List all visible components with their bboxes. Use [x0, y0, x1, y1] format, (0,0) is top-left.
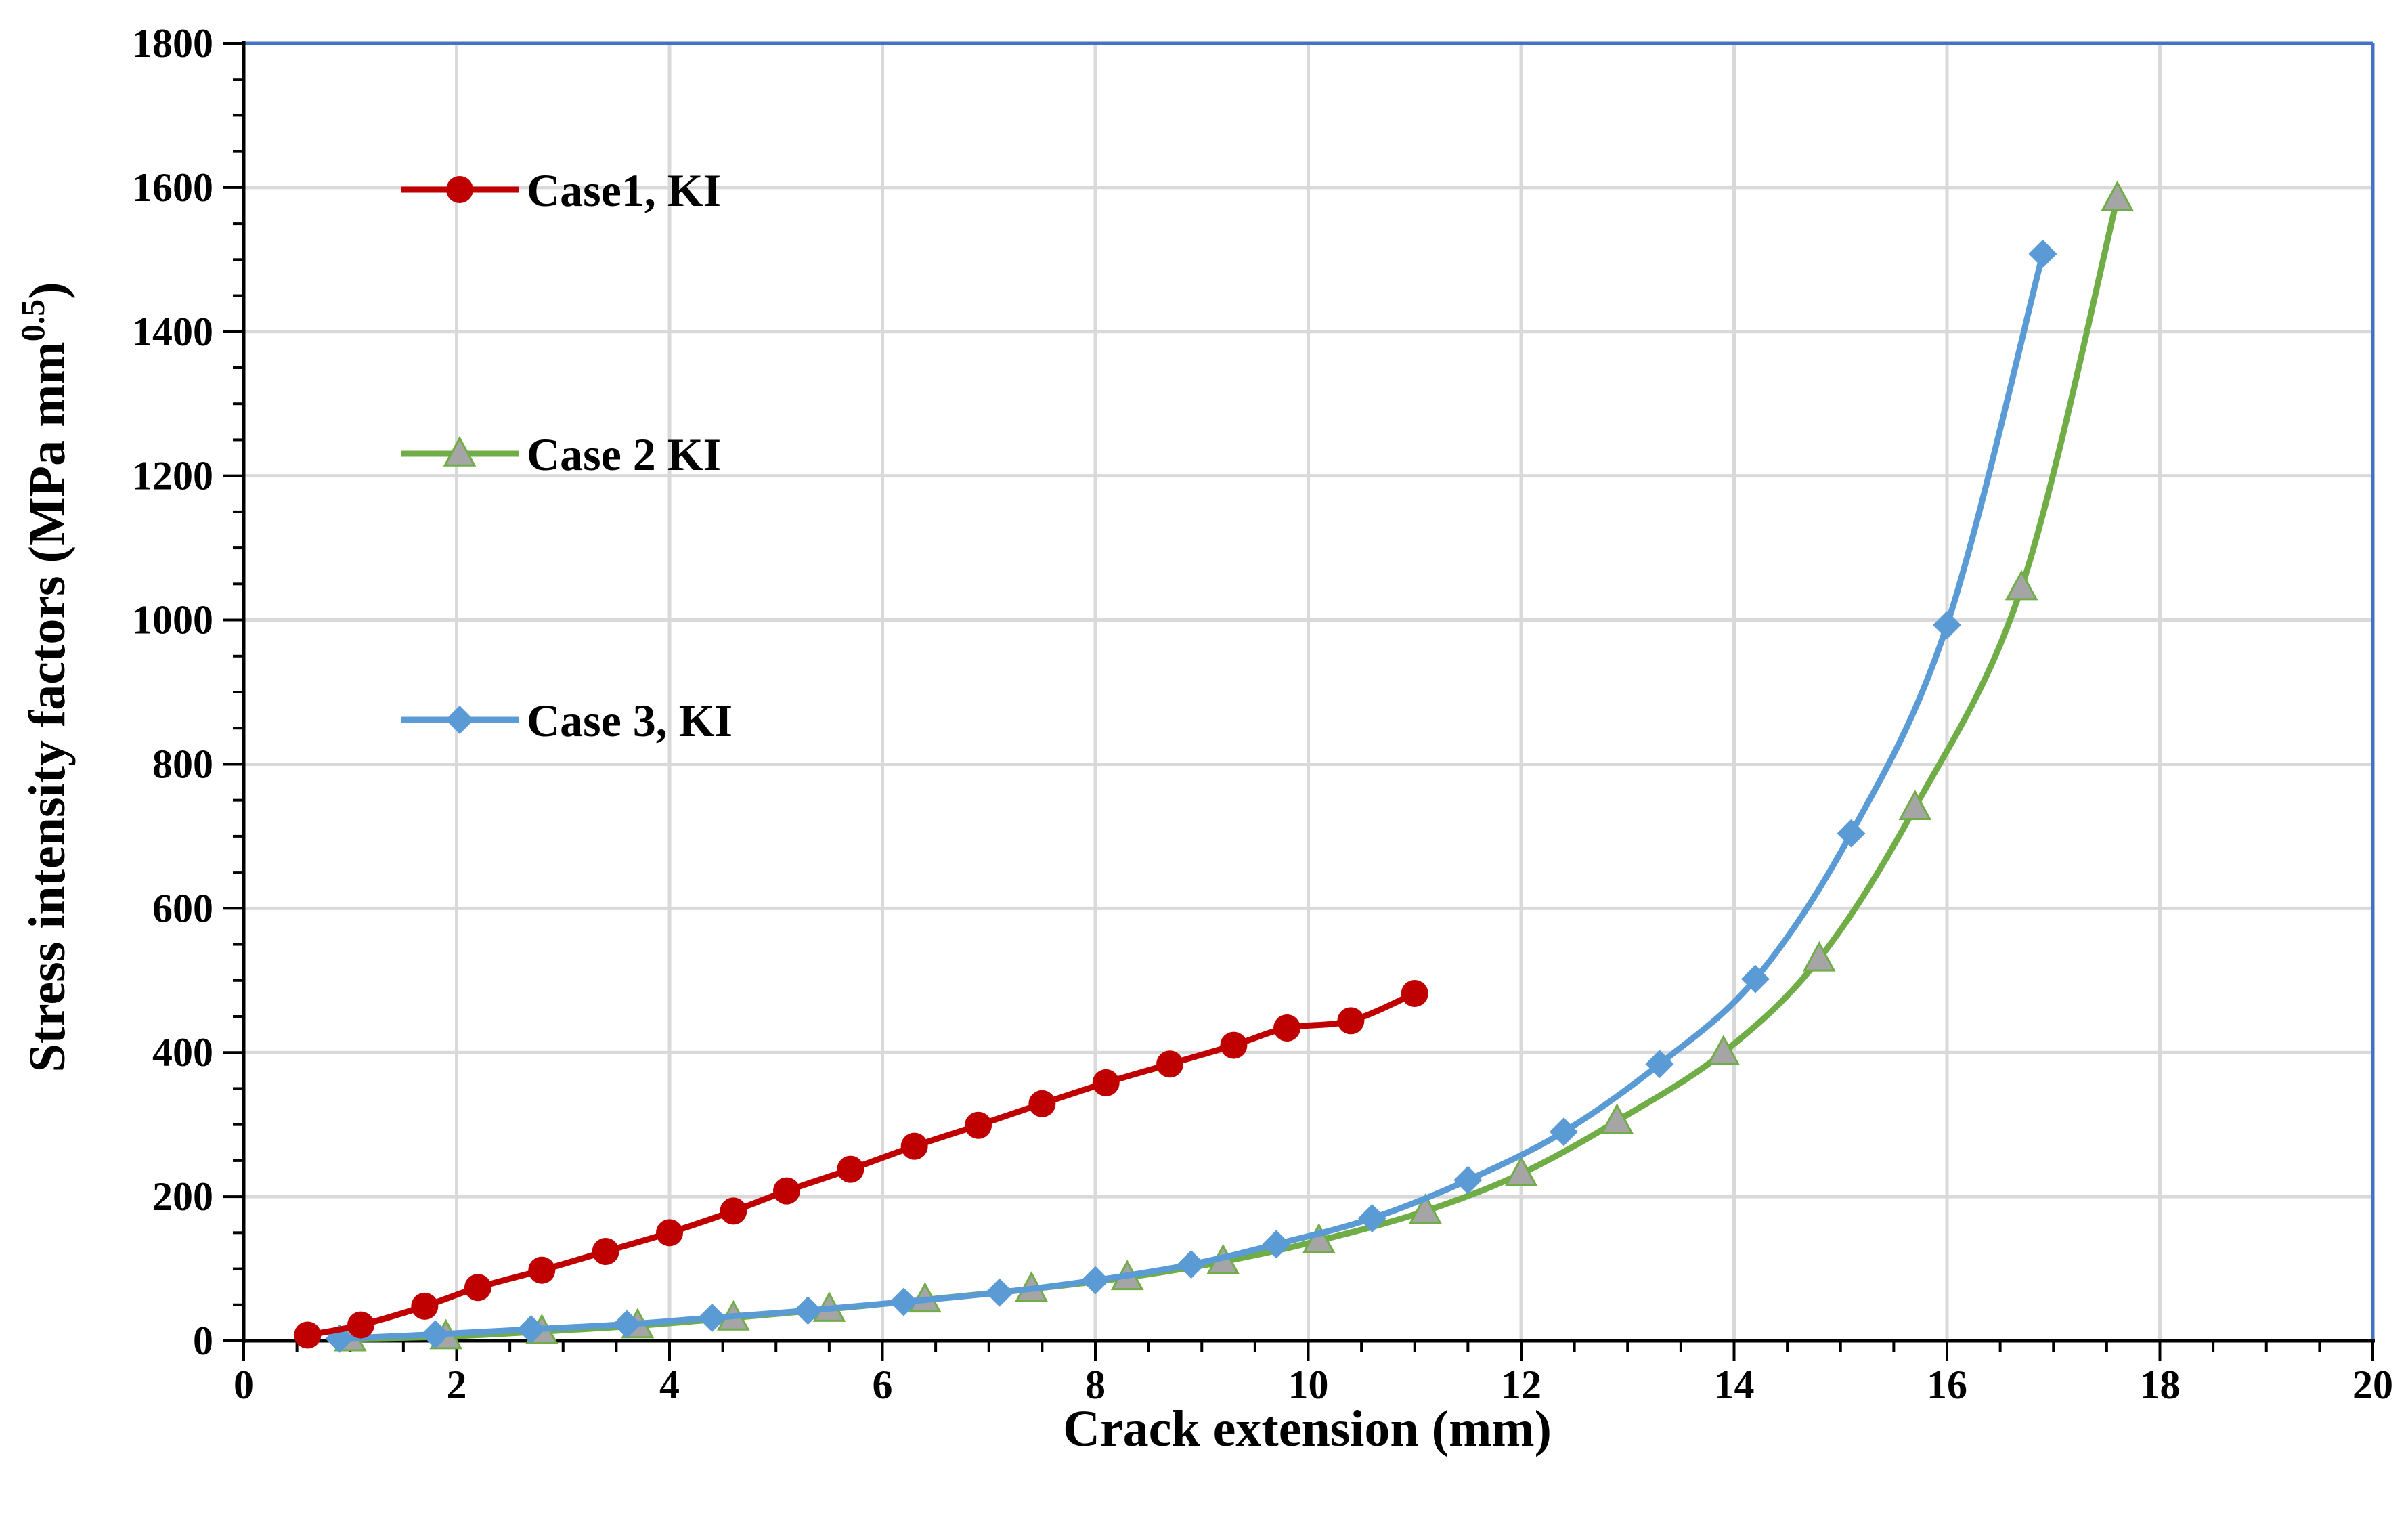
legend-entry-2: Case 2 KI: [401, 429, 721, 480]
series-1-point: [1337, 1007, 1365, 1035]
series-1: [294, 979, 1428, 1349]
series-2-point: [1898, 790, 1932, 821]
y-tick-label: 1200: [132, 454, 213, 498]
x-tick-label: 12: [1501, 1363, 1541, 1407]
series-1-point: [1028, 1090, 1056, 1117]
series-1-point: [294, 1321, 322, 1349]
y-tick-label: 200: [152, 1174, 213, 1219]
x-tick-label: 16: [1927, 1363, 1967, 1407]
series-2-point: [1802, 941, 1836, 972]
series-3-point: [1933, 611, 1961, 640]
series-1-point: [464, 1274, 491, 1302]
series-1-point: [411, 1292, 439, 1320]
x-tick-label: 6: [873, 1363, 893, 1407]
y-tick-label: 400: [152, 1030, 213, 1075]
series-1-point: [1401, 979, 1428, 1007]
series-1-point: [772, 1177, 800, 1205]
series-3-point: [889, 1287, 918, 1316]
series-1-point: [592, 1238, 619, 1266]
x-tick-label: 2: [447, 1363, 467, 1407]
legend-swatch-marker: [443, 435, 477, 467]
x-tick-label: 18: [2140, 1363, 2181, 1407]
x-tick-label: 20: [2352, 1363, 2393, 1407]
series-1-point: [1156, 1050, 1184, 1078]
legend-swatch-marker: [445, 706, 474, 734]
y-tick-label: 1000: [132, 598, 213, 643]
y-axis-label-main: Stress intensity factors (MPa mm: [19, 341, 76, 1072]
series-3-point: [517, 1314, 546, 1344]
series-3-point: [1453, 1165, 1483, 1195]
series-1-point: [1092, 1069, 1120, 1096]
series-2-point: [1707, 1035, 1741, 1065]
legend-label: Case1, KI: [527, 165, 721, 216]
series-1-point: [1273, 1014, 1301, 1042]
legend-label: Case 3, KI: [527, 695, 732, 746]
axes: 0 2 4 6 8 10 12 14 16 18 2002004006008001000120014…: [132, 21, 2393, 1407]
y-tick-label: 1600: [132, 165, 213, 210]
series-3-point: [421, 1320, 450, 1349]
y-axis-label-close: ): [19, 282, 76, 299]
series-1-point: [528, 1256, 556, 1284]
series-1-point: [837, 1155, 864, 1183]
series-1-point: [965, 1111, 992, 1139]
legend-entry-1: Case1, KI: [401, 165, 721, 216]
x-tick-label: 14: [1714, 1363, 1755, 1407]
series-3-point: [2028, 239, 2057, 268]
series: [294, 180, 2134, 1353]
series-1-point: [1220, 1031, 1248, 1059]
series-3-point: [985, 1278, 1014, 1307]
series-2-point: [1600, 1103, 1634, 1134]
legend-label: Case 2 KI: [527, 429, 721, 480]
series-3-point: [1741, 964, 1770, 993]
series-3-point: [697, 1303, 726, 1332]
series-3-point: [1357, 1204, 1386, 1233]
x-tick-label: 10: [1288, 1363, 1329, 1407]
series-1-point: [900, 1132, 928, 1160]
series-2-point: [2005, 570, 2038, 601]
series-3-point: [613, 1310, 642, 1339]
y-tick-label: 1400: [132, 309, 213, 354]
x-tick-label: 0: [234, 1363, 254, 1407]
y-axis-label-superscript: 0.5: [14, 299, 51, 342]
series-3-point: [1645, 1050, 1674, 1079]
y-tick-label: 800: [152, 742, 213, 786]
x-tick-label: 8: [1085, 1363, 1106, 1407]
series-1-point: [656, 1219, 683, 1247]
series-1-point: [720, 1197, 747, 1225]
series-3-point: [1262, 1230, 1291, 1259]
series-2-point: [1302, 1222, 1336, 1253]
y-tick-label: 600: [152, 886, 213, 930]
series-3-point: [1837, 819, 1866, 848]
series-2-point: [1409, 1193, 1442, 1224]
series-2-point: [2101, 180, 2134, 211]
legend: Case1, KI Case 2 KI Case 3, KI: [401, 165, 732, 746]
y-tick-label: 0: [193, 1318, 213, 1363]
series-3-point: [1081, 1266, 1110, 1295]
series-3-point: [1549, 1117, 1578, 1146]
x-tick-label: 4: [659, 1363, 680, 1407]
series-3-point: [793, 1296, 823, 1325]
y-axis-label: Stress intensity factors (MPa mm0.5): [14, 282, 76, 1072]
legend-entry-3: Case 3, KI: [401, 695, 732, 746]
x-axis-label: Crack extension (mm): [1063, 1400, 1552, 1457]
legend-swatch-marker: [446, 176, 473, 203]
series-2-point: [1504, 1155, 1538, 1186]
series-1-point: [347, 1311, 374, 1339]
y-tick-label: 1800: [132, 21, 213, 66]
grid: [244, 41, 2375, 1341]
series-3: [325, 239, 2057, 1353]
series-3-point: [1177, 1250, 1206, 1279]
